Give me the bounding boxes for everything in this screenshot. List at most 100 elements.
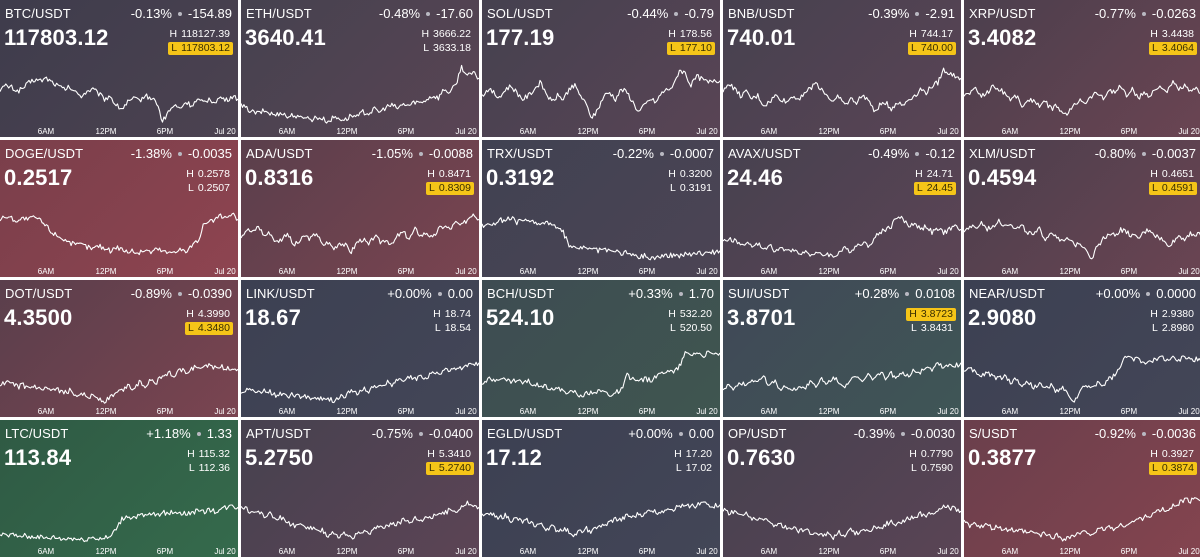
price-line — [482, 501, 720, 538]
price-sparkline: 6AM 12PM 6PM Jul 20 — [964, 497, 1200, 556]
ticker-tile-op-usdt[interactable]: 6AM 12PM 6PM Jul 20 OP/USDT -0.39% -0.0030 0.76… — [723, 420, 961, 557]
change-percent: +0.00% — [628, 426, 673, 441]
ticker-tile-btc-usdt[interactable]: 6AM 12PM 6PM Jul 20 BTC/USDT -0.13% -154.89 117… — [0, 0, 238, 137]
price-sparkline: 6AM 12PM 6PM Jul 20 — [241, 64, 479, 136]
price-sparkline: 6AM 12PM 6PM Jul 20 — [0, 504, 238, 556]
change-absolute: -0.0400 — [428, 426, 473, 441]
ticker-tile-link-usdt[interactable]: 6AM 12PM 6PM Jul 20 LINK/USDT +0.00% 0.00 18.67… — [241, 280, 479, 417]
ticker-tile-sol-usdt[interactable]: 6AM 12PM 6PM Jul 20 SOL/USDT -0.44% -0.79 177.1… — [482, 0, 720, 137]
ticker-tile-doge-usdt[interactable]: 6AM 12PM 6PM Jul 20 DOGE/USDT -1.38% -0.0035 0.… — [0, 140, 238, 277]
high-price: H 115.32 — [184, 448, 233, 461]
high-price: H 4.3990 — [183, 308, 233, 321]
change-percent: -0.89% — [130, 286, 172, 301]
price-line — [964, 497, 1200, 542]
low-price: L 3633.18 — [420, 42, 474, 55]
high-price: H 5.3410 — [424, 448, 474, 461]
last-price: 3.4082 — [968, 25, 1037, 50]
time-axis-tick: 12PM — [1060, 547, 1081, 556]
ticker-tile-egld-usdt[interactable]: 6AM 12PM 6PM Jul 20 EGLD/USDT +0.00% 0.00 17.12… — [482, 420, 720, 557]
ticker-symbol: DOT/USDT — [5, 286, 73, 301]
high-price: H 3.8723 — [906, 308, 956, 321]
time-axis-tick: 12PM — [96, 127, 117, 136]
high-price: H 532.20 — [665, 308, 715, 321]
ticker-symbol: XLM/USDT — [969, 146, 1036, 161]
high-value: 24.71 — [926, 168, 953, 180]
time-axis-tick: Jul 20 — [214, 267, 236, 276]
ticker-tile-avax-usdt[interactable]: 6AM 12PM 6PM Jul 20 AVAX/USDT -0.49% -0.12 24.4… — [723, 140, 961, 277]
ticker-tile-ada-usdt[interactable]: 6AM 12PM 6PM Jul 20 ADA/USDT -1.05% -0.0088 0.8… — [241, 140, 479, 277]
last-price: 117803.12 — [4, 25, 109, 50]
low-label: L — [1152, 322, 1158, 334]
high-label: H — [427, 168, 435, 180]
ticker-tile-eth-usdt[interactable]: 6AM 12PM 6PM Jul 20 ETH/USDT -0.48% -17.60 3640… — [241, 0, 479, 137]
high-label: H — [668, 168, 676, 180]
price-sparkline: 6AM 12PM 6PM Jul 20 — [482, 350, 720, 416]
time-axis-tick: 6PM — [880, 127, 897, 136]
last-price: 18.67 — [245, 305, 302, 330]
price-sparkline: 6AM 12PM 6PM Jul 20 — [0, 363, 238, 416]
low-price: L 740.00 — [908, 42, 956, 55]
change-absolute: -0.0263 — [1151, 6, 1196, 21]
high-label: H — [915, 168, 923, 180]
ticker-tile-dot-usdt[interactable]: 6AM 12PM 6PM Jul 20 DOT/USDT -0.89% -0.0390 4.3… — [0, 280, 238, 417]
ticker-tile-xlm-usdt[interactable]: 6AM 12PM 6PM Jul 20 XLM/USDT -0.80% -0.0037 0.4… — [964, 140, 1200, 277]
price-line — [723, 215, 961, 258]
ticker-tile-s-usdt[interactable]: 6AM 12PM 6PM Jul 20 S/USDT -0.92% -0.0036 0.387… — [964, 420, 1200, 557]
time-axis-tick: 6PM — [1121, 267, 1138, 276]
time-axis-tick: Jul 20 — [937, 267, 959, 276]
change-absolute: -0.0030 — [910, 426, 955, 441]
ticker-tile-ltc-usdt[interactable]: 6AM 12PM 6PM Jul 20 LTC/USDT +1.18% 1.33 113.84… — [0, 420, 238, 557]
ticker-tile-xrp-usdt[interactable]: 6AM 12PM 6PM Jul 20 XRP/USDT -0.77% -0.0263 3.4… — [964, 0, 1200, 137]
price-line — [482, 216, 720, 261]
separator-dot — [1141, 431, 1146, 436]
high-label: H — [909, 308, 917, 320]
ticker-tile-bnb-usdt[interactable]: 6AM 12PM 6PM Jul 20 BNB/USDT -0.39% -2.91 740.0… — [723, 0, 961, 137]
low-label: L — [1152, 462, 1158, 474]
time-axis-tick: 6PM — [639, 547, 656, 556]
ticker-tile-trx-usdt[interactable]: 6AM 12PM 6PM Jul 20 TRX/USDT -0.22% -0.0007 0.3… — [482, 140, 720, 277]
price-line — [723, 67, 961, 113]
ticker-symbol: SOL/USDT — [487, 6, 553, 21]
high-value: 0.2578 — [197, 168, 230, 180]
change-absolute: -0.0036 — [1151, 426, 1196, 441]
separator-dot — [196, 431, 201, 436]
low-value: 0.3191 — [679, 182, 712, 194]
low-label: L — [911, 462, 917, 474]
ticker-tile-sui-usdt[interactable]: 6AM 12PM 6PM Jul 20 SUI/USDT +0.28% 0.0108 3.87… — [723, 280, 961, 417]
price-sparkline: 6AM 12PM 6PM Jul 20 — [241, 213, 479, 276]
high-price: H 0.4651 — [1147, 168, 1197, 181]
high-label: H — [909, 448, 917, 460]
high-value: 115.32 — [198, 448, 230, 460]
time-axis-tick: 6PM — [880, 267, 897, 276]
time-axis-tick: 6AM — [520, 547, 537, 556]
low-label: L — [171, 42, 178, 54]
time-axis-tick: 12PM — [819, 127, 840, 136]
high-label: H — [668, 308, 676, 320]
time-axis-tick: 12PM — [1060, 267, 1081, 276]
last-price: 113.84 — [4, 445, 72, 470]
price-sparkline: 6AM 12PM 6PM Jul 20 — [964, 218, 1200, 276]
time-axis-tick: Jul 20 — [1178, 547, 1200, 556]
ticker-symbol: NEAR/USDT — [969, 286, 1046, 301]
price-sparkline: 6AM 12PM 6PM Jul 20 — [723, 215, 961, 276]
change-percent: -1.38% — [130, 146, 172, 161]
ticker-tile-apt-usdt[interactable]: 6AM 12PM 6PM Jul 20 APT/USDT -0.75% -0.0400 5.2… — [241, 420, 479, 557]
low-label: L — [188, 462, 195, 474]
change-readout: -0.80% -0.0037 — [1095, 146, 1196, 161]
change-percent: -0.49% — [868, 146, 910, 161]
low-value: 112.36 — [198, 462, 230, 474]
high-value: 532.20 — [679, 308, 712, 320]
high-label: H — [668, 28, 676, 40]
separator-dot — [177, 291, 182, 296]
change-absolute: -0.0007 — [669, 146, 714, 161]
last-price: 0.2517 — [4, 165, 73, 190]
time-axis-tick: 6PM — [398, 547, 415, 556]
last-price: 177.19 — [486, 25, 555, 50]
change-absolute: -154.89 — [187, 6, 232, 21]
change-percent: -1.05% — [371, 146, 413, 161]
time-axis-tick: Jul 20 — [937, 407, 959, 416]
ticker-tile-near-usdt[interactable]: 6AM 12PM 6PM Jul 20 NEAR/USDT +0.00% 0.0000 2.9… — [964, 280, 1200, 417]
ticker-tile-bch-usdt[interactable]: 6AM 12PM 6PM Jul 20 BCH/USDT +0.33% 1.70 524.10… — [482, 280, 720, 417]
change-percent: +1.18% — [146, 426, 191, 441]
high-price: H 2.9380 — [1147, 308, 1197, 321]
